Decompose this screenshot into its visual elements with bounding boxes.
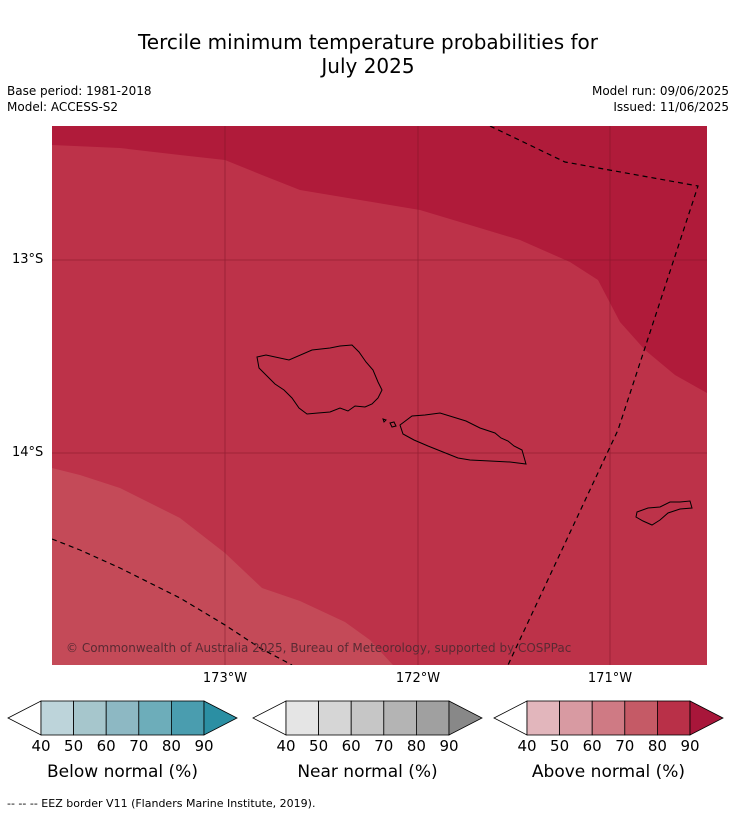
- lat-label-13s: 13°S: [12, 252, 44, 267]
- above-normal-legend-title: Above normal (%): [531, 762, 686, 782]
- below-normal-colorbar-segment: [170, 700, 205, 736]
- title-line-1: Tercile minimum temperature probabilitie…: [137, 30, 599, 54]
- below-normal-colorbar-upper-extension: [203, 700, 238, 736]
- below-normal-tick-label: 60: [96, 737, 116, 755]
- below-normal-colorbar-lower-extension: [7, 700, 42, 736]
- coastlines: [256, 344, 693, 526]
- eez-border-east: [489, 126, 699, 665]
- meta-left: Base period: 1981-2018 Model: ACCESS-S2: [7, 83, 152, 115]
- near-normal-colorbar-segment: [415, 700, 450, 736]
- above-normal-tick-label: 40: [517, 737, 537, 755]
- above-normal-tick-label: 90: [680, 737, 700, 755]
- near-normal-colorbar-lower-extension: [252, 700, 287, 736]
- below-normal-colorbar: [7, 700, 238, 736]
- near-normal-colorbar-segment: [318, 700, 352, 736]
- above-normal-colorbar-upper-extension: [689, 700, 724, 736]
- title-line-2: July 2025: [321, 54, 415, 78]
- near-normal-tick-label: 40: [276, 737, 296, 755]
- eez-footnote: -- -- -- EEZ border V11 (Flanders Marine…: [7, 797, 316, 810]
- lon-label-171w: 171°W: [587, 671, 633, 686]
- meta-right: Model run: 09/06/2025 Issued: 11/06/2025: [592, 83, 729, 115]
- near-normal-tick-label: 60: [341, 737, 361, 755]
- below-normal-tick-label: 80: [161, 737, 181, 755]
- near-normal-colorbar-segment: [285, 700, 319, 736]
- near-normal-tick-label: 90: [439, 737, 459, 755]
- map-title: Tercile minimum temperature probabilitie…: [0, 30, 736, 78]
- issued-date: Issued: 11/06/2025: [613, 100, 729, 114]
- near-normal-colorbar: [252, 700, 483, 736]
- apolima-island: [389, 421, 397, 428]
- map-canvas: [52, 126, 707, 665]
- above-normal-colorbar-segment: [656, 700, 691, 736]
- near-normal-tick-label: 80: [406, 737, 426, 755]
- below-normal-tick-label: 40: [31, 737, 51, 755]
- below-normal-colorbar-segment: [73, 700, 107, 736]
- below-normal-legend-title: Below normal (%): [47, 762, 198, 782]
- copyright-notice: © Commonwealth of Australia 2025, Bureau…: [66, 641, 572, 655]
- lon-label-172w: 172°W: [395, 671, 441, 686]
- above-normal-colorbar: [493, 700, 724, 736]
- near-normal-colorbar-upper-extension: [448, 700, 483, 736]
- lon-label-173w: 173°W: [202, 671, 248, 686]
- above-normal-tick-label: 50: [550, 737, 570, 755]
- eez-border: [52, 126, 699, 665]
- upolu-island: [399, 412, 527, 465]
- below-normal-tick-label: 70: [129, 737, 149, 755]
- base-period: Base period: 1981-2018: [7, 84, 152, 98]
- lat-label-14s: 14°S: [12, 445, 44, 460]
- above-normal-colorbar-lower-extension: [493, 700, 528, 736]
- above-normal-tick-label: 60: [582, 737, 602, 755]
- near-normal-legend-title: Near normal (%): [297, 762, 438, 782]
- above-normal-tick-label: 70: [615, 737, 635, 755]
- above-normal-colorbar-segment: [526, 700, 560, 736]
- below-normal-colorbar-segment: [138, 700, 172, 736]
- below-normal-tick-label: 90: [194, 737, 214, 755]
- near-normal-tick-label: 70: [374, 737, 394, 755]
- near-normal-tick-label: 50: [309, 737, 329, 755]
- tutuila-island: [635, 500, 693, 526]
- region-very-high-top: [52, 126, 707, 393]
- near-normal-colorbar-segment: [350, 700, 385, 736]
- region-moderate-southwest: [52, 468, 393, 665]
- model-name: Model: ACCESS-S2: [7, 100, 119, 114]
- model-run: Model run: 09/06/2025: [591, 84, 729, 98]
- eez-border-southwest: [52, 538, 293, 665]
- above-normal-colorbar-segment: [591, 700, 626, 736]
- savaii-island: [256, 344, 383, 415]
- below-normal-colorbar-segment: [105, 700, 140, 736]
- below-normal-tick-label: 50: [64, 737, 84, 755]
- above-normal-colorbar-segment: [559, 700, 593, 736]
- above-normal-colorbar-segment: [624, 700, 658, 736]
- near-normal-colorbar-segment: [383, 700, 417, 736]
- above-normal-tick-label: 80: [647, 737, 667, 755]
- gridlines: [52, 126, 707, 665]
- below-normal-colorbar-segment: [40, 700, 74, 736]
- manono-island: [382, 418, 387, 423]
